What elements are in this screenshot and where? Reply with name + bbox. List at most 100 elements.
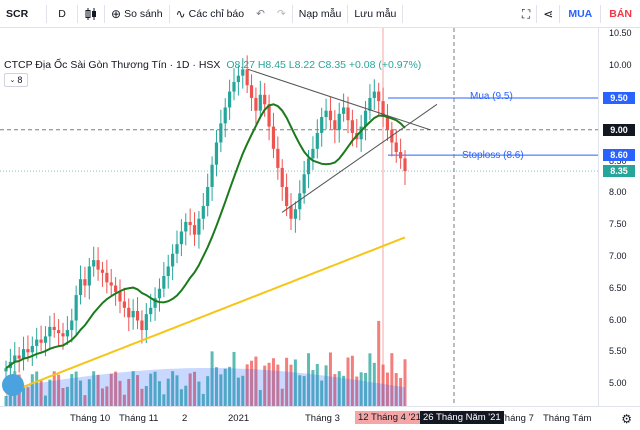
time-highlight-label: 12 Tháng 4 '21 bbox=[355, 411, 424, 424]
compare-button[interactable]: ⊕ So sánh bbox=[105, 0, 169, 28]
candle-body bbox=[39, 339, 43, 343]
buy-annotation[interactable]: Mua (9.5) bbox=[470, 91, 513, 102]
candle-body bbox=[377, 91, 381, 102]
save-template-button[interactable]: Lưu mẫu bbox=[354, 7, 397, 20]
volume-bar bbox=[157, 381, 161, 406]
legend-ohlc: O8.27 H8.45 L8.22 C8.35 +0.08 (+0.97%) bbox=[226, 59, 422, 71]
price-tag: 9.00 bbox=[603, 123, 635, 136]
volume-bar bbox=[307, 353, 311, 406]
candle-body bbox=[118, 291, 122, 302]
volume-bar bbox=[193, 371, 197, 406]
candle-body bbox=[127, 307, 131, 318]
candle-body bbox=[48, 326, 52, 337]
volume-bar bbox=[271, 358, 275, 406]
volume-bar bbox=[254, 356, 258, 406]
volume-bar bbox=[87, 379, 91, 406]
volume-bar bbox=[74, 371, 78, 406]
candle-body bbox=[333, 120, 337, 130]
volume-bar bbox=[241, 375, 245, 406]
volume-bar bbox=[26, 387, 30, 406]
candle-body bbox=[285, 186, 289, 207]
gear-icon[interactable]: ⚙ bbox=[621, 412, 632, 426]
volume-bar bbox=[228, 366, 232, 406]
volume-bar bbox=[171, 371, 175, 406]
volume-bar bbox=[30, 374, 34, 406]
volume-bar bbox=[100, 388, 104, 406]
indicators-label: Các chỉ báo bbox=[188, 7, 245, 20]
candle-body bbox=[114, 285, 118, 292]
volume-bar bbox=[346, 357, 350, 406]
load-template-button[interactable]: Nạp mẫu bbox=[298, 7, 342, 20]
toolbar-divider bbox=[347, 4, 349, 23]
candle-body bbox=[131, 310, 135, 318]
candle-body bbox=[100, 269, 105, 273]
volume-bar bbox=[96, 374, 100, 406]
candle-body bbox=[363, 110, 368, 127]
volume-bar bbox=[390, 353, 394, 406]
undo-button[interactable]: ↶ bbox=[250, 0, 271, 28]
volume-bar bbox=[114, 371, 118, 406]
buy-button[interactable]: MUA bbox=[568, 8, 593, 20]
share-button[interactable]: ⋖ bbox=[537, 0, 559, 28]
volume-bar bbox=[263, 365, 267, 406]
sell-button[interactable]: BÁN bbox=[609, 8, 632, 20]
fullscreen-button[interactable]: ⛶ bbox=[516, 0, 536, 28]
volume-bar bbox=[61, 388, 65, 406]
price-axis[interactable]: 10.5010.009.509.008.508.007.507.006.506.… bbox=[598, 28, 640, 406]
candle-body bbox=[311, 148, 315, 159]
candle-body bbox=[223, 107, 227, 124]
candle-body bbox=[214, 142, 219, 165]
volume-bar bbox=[328, 352, 332, 406]
compare-label: So sánh bbox=[124, 7, 163, 20]
volume-bar bbox=[136, 375, 140, 406]
candle-body bbox=[149, 307, 153, 315]
volume-bar bbox=[223, 368, 227, 406]
volume-bar bbox=[276, 364, 280, 406]
candle-body bbox=[359, 126, 363, 140]
candle-body bbox=[241, 69, 245, 76]
volume-bar bbox=[381, 364, 385, 406]
volume-bar bbox=[289, 364, 293, 406]
volume-bar bbox=[153, 371, 157, 406]
candle-body bbox=[96, 260, 100, 270]
candle-body bbox=[57, 330, 61, 334]
candle-body bbox=[70, 320, 74, 331]
symbol-search[interactable]: SCR bbox=[6, 7, 29, 20]
price-chart[interactable] bbox=[0, 28, 640, 406]
indicators-button[interactable]: ∿ Các chỉ báo bbox=[170, 0, 251, 28]
candle-body bbox=[162, 276, 166, 289]
candle-body bbox=[315, 132, 319, 149]
candle-body bbox=[105, 272, 109, 283]
candle-body bbox=[385, 117, 390, 130]
volume-bar bbox=[403, 359, 407, 406]
interval-button[interactable]: D bbox=[58, 7, 66, 20]
price-tick-label: 6.00 bbox=[609, 314, 627, 325]
legend-collapse-toggle[interactable]: ⌄ 8 bbox=[4, 73, 28, 87]
time-axis[interactable]: Tháng 10 Tháng 11 2 2021 Tháng 3 12 Thán… bbox=[0, 406, 640, 430]
volume-bar bbox=[245, 364, 249, 406]
time-label: Tháng Tám bbox=[543, 413, 592, 424]
volume-bar bbox=[140, 388, 144, 406]
toolbar-right-group: ⛶ ⋖ MUA BÁN bbox=[516, 0, 640, 28]
candle-style-button[interactable] bbox=[78, 0, 104, 28]
redo-button[interactable]: ↷ bbox=[271, 0, 292, 28]
volume-bar bbox=[79, 380, 83, 406]
volume-bar bbox=[350, 355, 354, 406]
candle-body bbox=[171, 253, 175, 267]
volume-bar bbox=[83, 395, 87, 406]
chart-pane[interactable]: CTCP Địa Ốc Sài Gòn Thương Tín · 1D · HS… bbox=[0, 28, 640, 406]
volume-bar bbox=[43, 395, 47, 406]
candle-body bbox=[179, 231, 183, 245]
stoploss-annotation[interactable]: Stoploss (8.6) bbox=[462, 150, 524, 161]
volume-bar bbox=[197, 381, 201, 406]
toolbar-divider bbox=[402, 4, 404, 23]
volume-bar bbox=[219, 374, 223, 406]
candle-body bbox=[328, 110, 333, 121]
candle-body bbox=[43, 336, 48, 343]
candle-body bbox=[192, 225, 197, 235]
candlestick-icon bbox=[85, 7, 96, 20]
toolbar-divider bbox=[46, 4, 47, 23]
volume-bar bbox=[364, 372, 368, 406]
candle-body bbox=[263, 94, 267, 105]
candle-body bbox=[135, 310, 140, 321]
